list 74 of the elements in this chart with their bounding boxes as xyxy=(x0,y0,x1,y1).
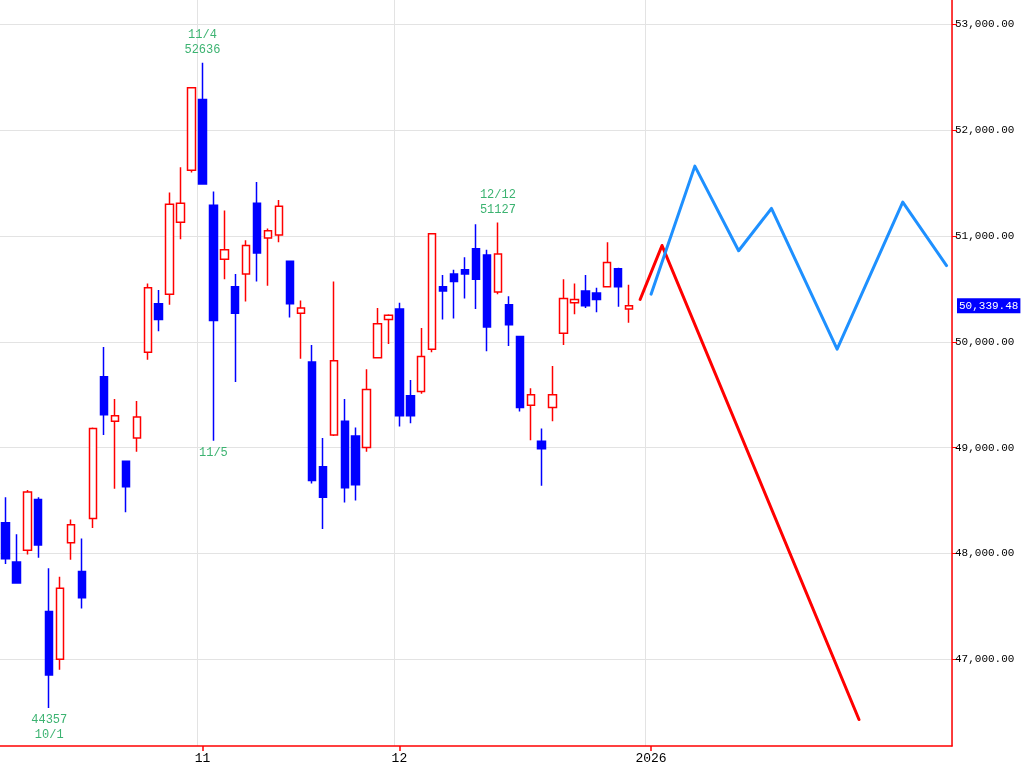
candlestick xyxy=(296,299,306,360)
candlestick xyxy=(241,239,251,303)
x-tick-label: 2026 xyxy=(635,751,667,766)
candlestick xyxy=(88,426,98,529)
candlestick xyxy=(591,287,602,313)
annotation: 12/12 51127 xyxy=(479,188,516,218)
candlestick xyxy=(22,489,33,556)
candlestick xyxy=(285,260,295,319)
y-tick-label: 48,000.00 xyxy=(955,547,1015,560)
candlestick xyxy=(536,427,547,487)
candlestick xyxy=(493,221,503,295)
candlestick xyxy=(361,368,372,453)
candlestick xyxy=(526,387,536,441)
candlestick xyxy=(143,282,153,361)
candlestick xyxy=(11,533,22,584)
candlestick xyxy=(350,426,361,502)
candlestick xyxy=(427,233,437,354)
candlestick xyxy=(471,223,481,310)
candlestick xyxy=(0,496,11,565)
candlestick xyxy=(394,301,405,428)
candlestick xyxy=(121,460,131,513)
candlestick xyxy=(44,567,54,709)
candlestick xyxy=(318,437,328,530)
candlestick xyxy=(602,241,612,288)
candlestick xyxy=(230,273,240,383)
candlestick xyxy=(208,190,219,442)
x-tick-label: 12 xyxy=(391,751,408,766)
y-tick-label: 50,000.00 xyxy=(955,335,1015,348)
candlestick xyxy=(197,62,208,185)
y-tick-label: 49,000.00 xyxy=(955,441,1015,454)
candlestick xyxy=(405,379,416,425)
candlestick xyxy=(438,274,448,321)
candlestick xyxy=(329,280,339,437)
candlestick xyxy=(99,346,109,436)
x-tick-label: 11 xyxy=(194,751,211,766)
candlestick xyxy=(449,269,459,320)
candlestick xyxy=(482,248,492,353)
candlestick xyxy=(569,282,580,316)
candlestick xyxy=(307,344,317,485)
candlestick xyxy=(164,191,175,306)
candlestick xyxy=(132,400,142,453)
annotation: 44357 10/1 xyxy=(31,713,68,743)
y-tick-label: 52,000.00 xyxy=(955,124,1015,137)
candlestick xyxy=(186,87,197,174)
candlestick xyxy=(547,365,558,422)
candlestick xyxy=(55,575,65,671)
candlestick xyxy=(515,335,525,413)
candlestick xyxy=(504,295,514,347)
candlestick xyxy=(460,256,470,300)
candlestick xyxy=(66,518,76,561)
text: 50,339.48 xyxy=(959,299,1019,312)
annotation: 11/4 52636 xyxy=(184,28,221,58)
candlestick xyxy=(33,496,43,559)
y-tick-label: 53,000.00 xyxy=(955,18,1015,31)
y-tick-label: 47,000.00 xyxy=(955,653,1015,666)
line-series xyxy=(649,164,949,351)
candlestick xyxy=(77,537,87,610)
candlestick xyxy=(252,181,262,283)
candlestick xyxy=(558,278,569,346)
candlestick xyxy=(416,327,426,395)
candlestick xyxy=(274,199,284,244)
candlestick xyxy=(263,227,273,287)
candlestick xyxy=(340,398,350,504)
candlestick xyxy=(580,274,591,309)
candlestick xyxy=(613,266,623,308)
candlestick xyxy=(383,313,394,345)
y-tick-label: 51,000.00 xyxy=(955,229,1015,242)
candlestick xyxy=(219,209,230,281)
candlestick xyxy=(624,283,634,324)
candlestick xyxy=(153,289,164,332)
annotation: 11/5 xyxy=(198,446,228,461)
candlestick xyxy=(110,398,120,490)
candlestick xyxy=(175,166,186,240)
candlestick xyxy=(372,307,383,359)
